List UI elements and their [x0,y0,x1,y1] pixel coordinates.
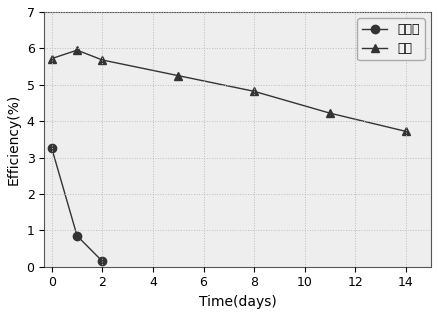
未锓化 [74,234,80,238]
未锓化 [49,147,54,150]
Legend: 未锓化, 锓化: 未锓化, 锓化 [357,18,425,60]
Line: 锓化: 锓化 [48,46,410,136]
锓化 [74,48,80,52]
X-axis label: Time(days): Time(days) [199,295,276,309]
锓化 [100,58,105,62]
未锓化 [100,259,105,263]
锓化 [49,57,54,60]
Y-axis label: Efficiency(%): Efficiency(%) [7,94,21,185]
锓化 [403,130,408,133]
锓化 [327,111,332,115]
锓化 [176,74,181,77]
Line: 未锓化: 未锓化 [48,144,106,265]
锓化 [251,89,257,93]
